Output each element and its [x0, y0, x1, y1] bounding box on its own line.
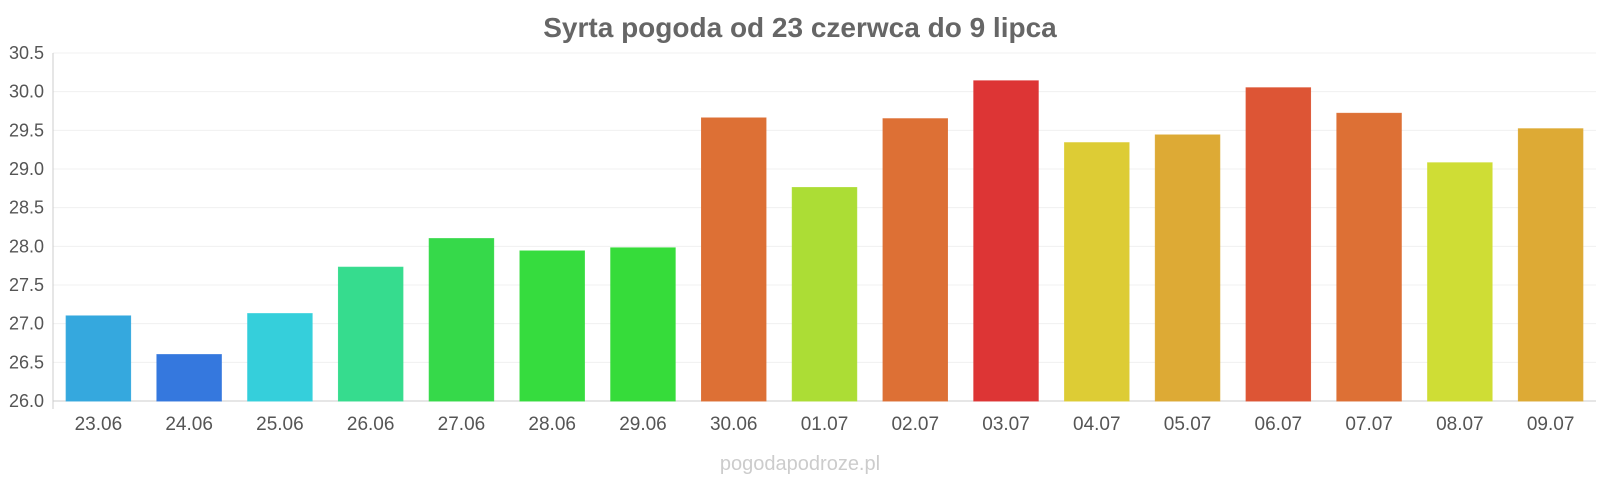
bar-01.07[interactable]: [791, 187, 858, 402]
y-tick-label: 30.0: [9, 82, 44, 102]
bar-07.07[interactable]: [1336, 112, 1402, 402]
y-tick-label: 28.0: [9, 236, 44, 256]
x-tick-label: 09.07: [1527, 414, 1575, 435]
y-tick-label: 28.5: [9, 198, 44, 218]
x-tick-label: 04.07: [1073, 414, 1121, 435]
y-tick-label: 29.5: [9, 120, 44, 140]
bar-04.07[interactable]: [1064, 142, 1130, 402]
y-tick-label: 30.5: [9, 43, 44, 63]
bar-28.06[interactable]: [519, 250, 585, 402]
y-tick-label: 26.0: [9, 391, 44, 411]
y-tick-label: 26.5: [9, 352, 44, 372]
x-tick-label: 23.06: [75, 414, 123, 435]
bar-29.06[interactable]: [610, 247, 676, 402]
x-tick-label: 30.06: [710, 414, 758, 435]
bar-06.07[interactable]: [1245, 87, 1312, 402]
bar-27.06[interactable]: [428, 238, 495, 402]
y-axis: 26.0 26.5 27.0 27.5 28.0 28.5 29.0 29.5 30.0 30.5: [9, 43, 1596, 411]
x-tick-label: 25.06: [256, 414, 304, 435]
x-tick-label: 28.06: [528, 414, 576, 435]
x-tick-label: 03.07: [982, 414, 1030, 435]
x-tick-label: 27.06: [438, 414, 486, 435]
x-tick-label: 06.07: [1255, 414, 1303, 435]
bar-08.07[interactable]: [1427, 162, 1493, 402]
y-tick-label: 27.0: [9, 314, 44, 334]
x-tick-label: 26.06: [347, 414, 395, 435]
x-tick-label: 01.07: [801, 414, 849, 435]
bar-02.07[interactable]: [882, 118, 948, 402]
bar-26.06[interactable]: [337, 266, 404, 402]
y-tick-label: 29.0: [9, 159, 44, 179]
x-tick-label: 08.07: [1436, 414, 1484, 435]
bars: [65, 80, 1584, 402]
bar-30.06[interactable]: [701, 117, 767, 402]
x-axis: 23.06 24.06 25.06 26.06 27.06 28.06 29.06 30.06…: [75, 414, 1575, 435]
bar-23.06[interactable]: [65, 315, 132, 402]
x-tick-label: 05.07: [1164, 414, 1212, 435]
bar-05.07[interactable]: [1154, 134, 1221, 402]
x-tick-label: 29.06: [619, 414, 667, 435]
chart-title: Syrta pogoda od 23 czerwca do 9 lipca: [543, 12, 1057, 43]
bar-09.07[interactable]: [1517, 128, 1584, 402]
bar-25.06[interactable]: [247, 313, 313, 402]
bar-24.06[interactable]: [156, 354, 222, 402]
x-tick-label: 24.06: [165, 414, 213, 435]
x-tick-label: 07.07: [1345, 414, 1393, 435]
bar-03.07[interactable]: [973, 80, 1039, 402]
x-tick-label: 02.07: [891, 414, 939, 435]
y-tick-label: 27.5: [9, 275, 44, 295]
watermark: pogodapodroze.pl: [720, 453, 880, 475]
